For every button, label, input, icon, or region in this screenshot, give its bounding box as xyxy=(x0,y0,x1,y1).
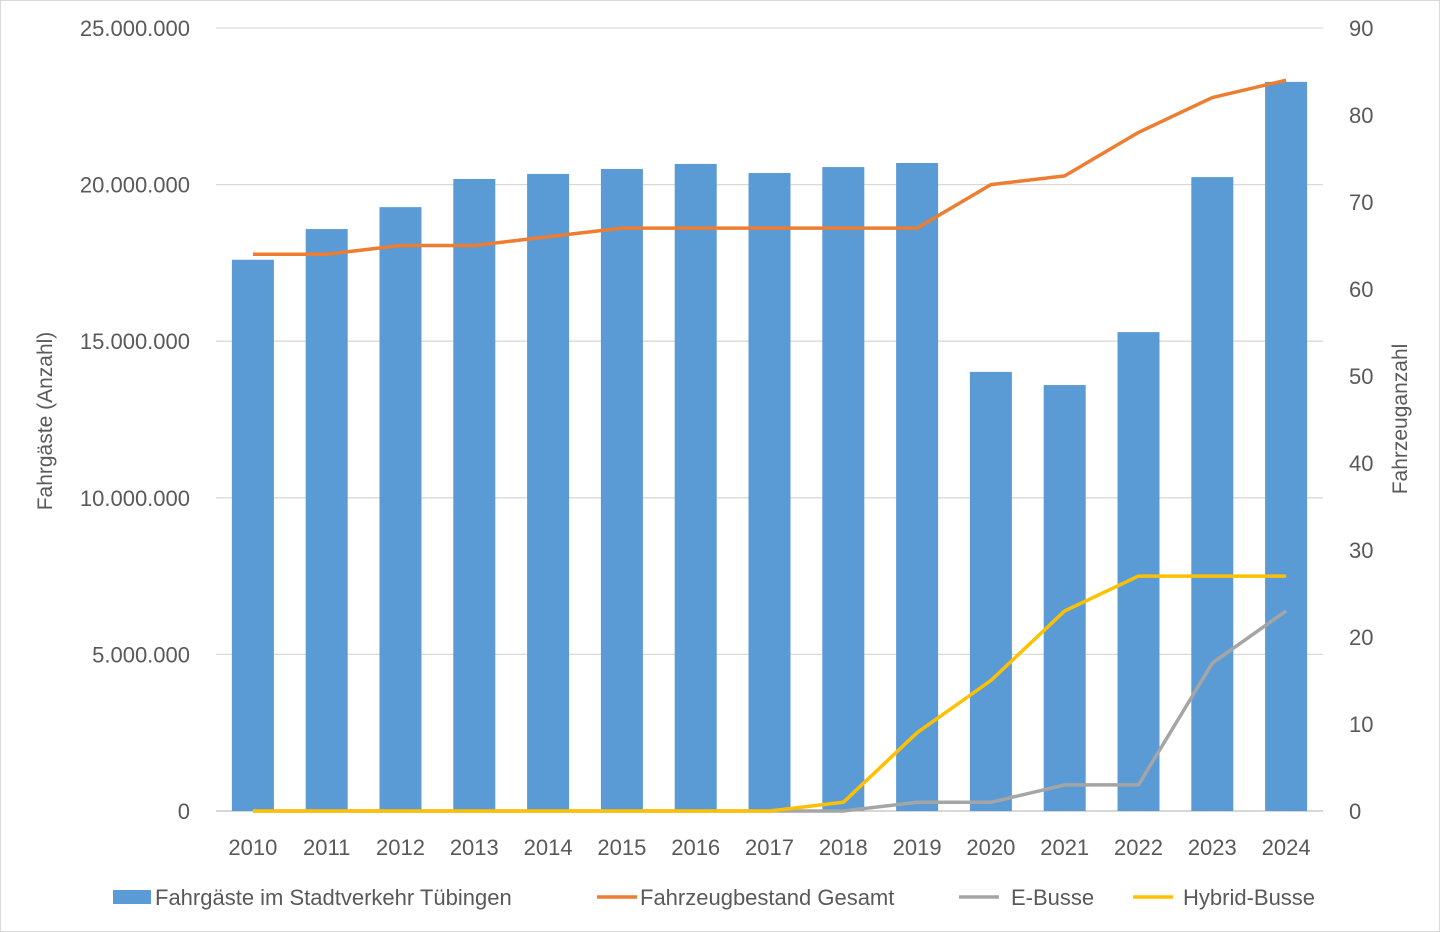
x-tick-label: 2011 xyxy=(303,835,350,860)
bar xyxy=(748,173,791,811)
bar-series xyxy=(231,81,1308,812)
x-tick-label: 2021 xyxy=(1040,835,1089,860)
right-tick-label: 80 xyxy=(1349,103,1373,128)
right-tick-label: 90 xyxy=(1349,16,1373,41)
legend-label: Fahrgäste im Stadtverkehr Tübingen xyxy=(155,885,512,910)
bar xyxy=(969,371,1012,811)
right-tick-label: 60 xyxy=(1349,277,1373,302)
x-tick-label: 2014 xyxy=(524,835,573,860)
bar xyxy=(1117,332,1160,811)
bar xyxy=(453,178,496,811)
left-tick-label: 5.000.000 xyxy=(92,642,190,667)
left-axis-ticks: 0 5.000.000 10.000.000 15.000.000 20.000.000… xyxy=(80,16,190,824)
bar xyxy=(379,207,422,812)
x-tick-label: 2016 xyxy=(671,835,720,860)
line-hybrid-busse xyxy=(252,574,1287,813)
x-axis-ticks: 2010 2011 2012 2013 2014 2015 2016 2017 2018 2019… xyxy=(228,835,1310,860)
legend-label: Hybrid-Busse xyxy=(1183,885,1315,910)
left-tick-label: 25.000.000 xyxy=(80,16,190,41)
bar xyxy=(822,167,865,812)
x-tick-label: 2022 xyxy=(1114,835,1163,860)
left-tick-label: 0 xyxy=(178,799,190,824)
x-tick-label: 2012 xyxy=(376,835,425,860)
left-tick-label: 20.000.000 xyxy=(80,173,190,198)
left-tick-label: 15.000.000 xyxy=(80,329,190,354)
legend-label: E-Busse xyxy=(1011,885,1094,910)
right-axis-title: Fahrzeuganzahl xyxy=(1389,344,1412,495)
x-tick-label: 2010 xyxy=(228,835,277,860)
right-tick-label: 20 xyxy=(1349,625,1373,650)
bar xyxy=(1191,177,1234,812)
x-tick-label: 2015 xyxy=(597,835,646,860)
left-axis-title: Fahrgäste (Anzahl) xyxy=(34,332,57,511)
left-tick-label: 10.000.000 xyxy=(80,486,190,511)
x-tick-label: 2024 xyxy=(1262,835,1311,860)
bar xyxy=(231,259,274,811)
line-fahrzeugbestand-gesamt xyxy=(252,78,1287,256)
x-tick-label: 2023 xyxy=(1188,835,1237,860)
right-tick-label: 0 xyxy=(1349,799,1361,824)
x-tick-label: 2018 xyxy=(819,835,868,860)
x-tick-label: 2020 xyxy=(966,835,1015,860)
x-tick-label: 2019 xyxy=(893,835,942,860)
right-tick-label: 70 xyxy=(1349,190,1373,215)
x-tick-label: 2017 xyxy=(745,835,794,860)
right-tick-label: 50 xyxy=(1349,364,1373,389)
legend-label: Fahrzeugbestand Gesamt xyxy=(640,885,894,910)
line-series xyxy=(252,78,1288,813)
bar xyxy=(1043,385,1086,811)
bar xyxy=(896,162,939,811)
bar xyxy=(305,229,348,811)
bar xyxy=(1265,81,1308,811)
right-tick-label: 40 xyxy=(1349,451,1373,476)
legend: Fahrgäste im Stadtverkehr Tübingen Fahrze… xyxy=(113,885,1315,910)
right-axis-ticks: 0 10 20 30 40 50 60 70 80 90 xyxy=(1349,16,1373,824)
x-tick-label: 2013 xyxy=(450,835,499,860)
right-tick-label: 30 xyxy=(1349,538,1373,563)
bar xyxy=(600,168,643,811)
bar xyxy=(527,173,570,812)
legend-swatch xyxy=(113,890,151,904)
bar xyxy=(674,163,717,811)
right-tick-label: 10 xyxy=(1349,712,1373,737)
